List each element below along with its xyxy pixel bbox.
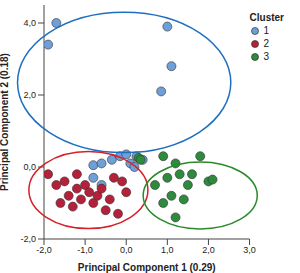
svg-text:4,0: 4,0 [23, 18, 36, 28]
svg-text:1,0: 1,0 [161, 245, 174, 255]
svg-text:-1,0: -1,0 [77, 245, 93, 255]
svg-text:Principal Component 2 (0.18): Principal Component 2 (0.18) [8, 53, 10, 191]
html-text:1: 1 [263, 25, 270, 36]
svg-text:2,0: 2,0 [202, 245, 215, 255]
svg-text:0,0: 0,0 [23, 162, 36, 172]
svg-text:-2,0: -2,0 [20, 234, 36, 244]
svg-text:-2,0: -2,0 [36, 245, 52, 255]
svg-text:3,0: 3,0 [243, 245, 256, 255]
svg-text:Principal Component 1 (0.29): Principal Component 1 (0.29) [78, 262, 216, 273]
html-text:2: 2 [263, 38, 270, 49]
svg-text:2,0: 2,0 [23, 90, 36, 100]
html-text:3: 3 [263, 51, 270, 62]
svg-text:0,0: 0,0 [120, 245, 133, 255]
html-text:Cluster: Cluster [249, 12, 284, 23]
